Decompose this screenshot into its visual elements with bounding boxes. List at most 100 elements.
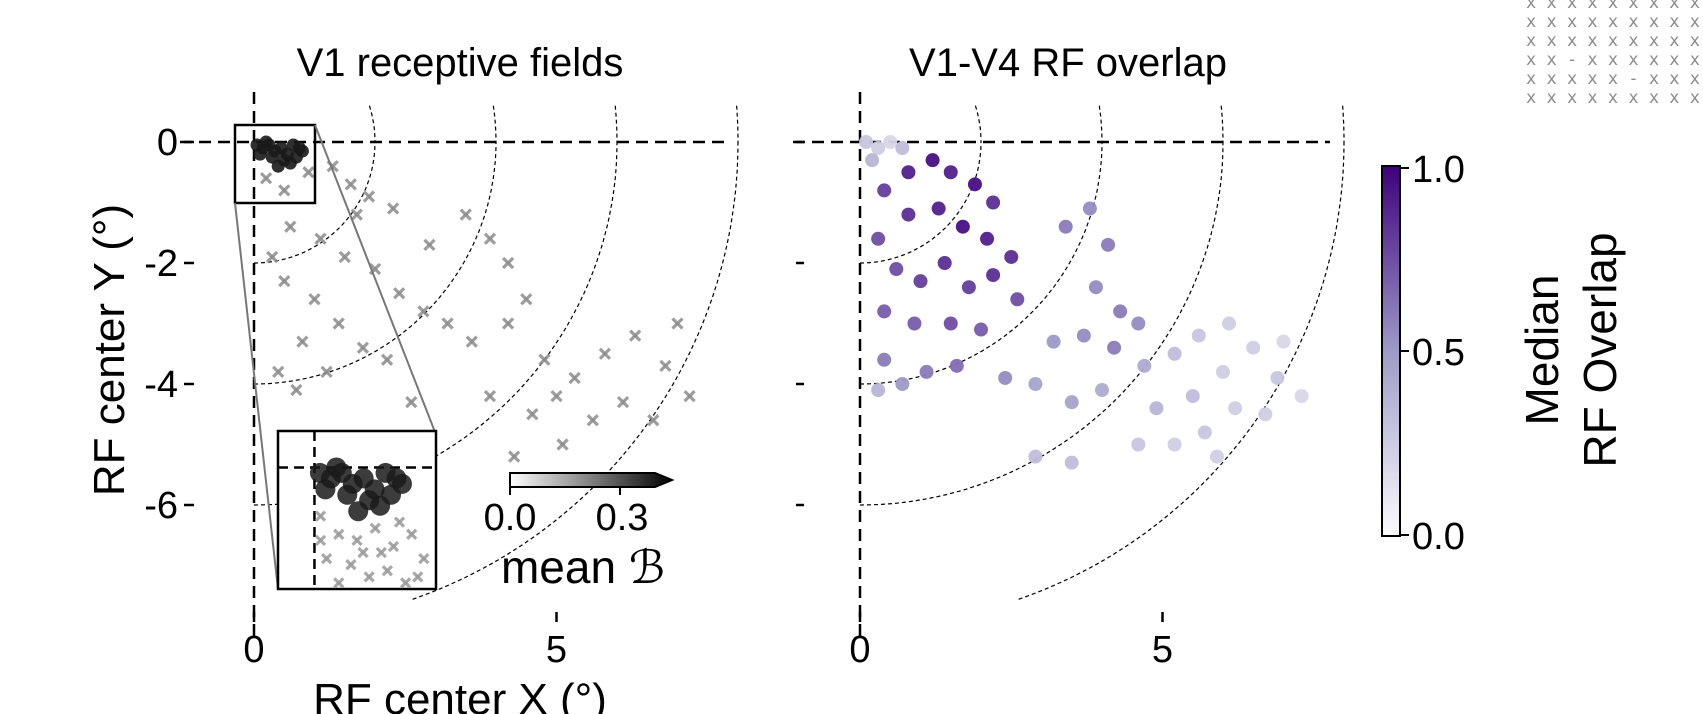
eccentricity-ring (1018, 141, 1345, 600)
dark-marker (253, 147, 267, 161)
cross-marker (671, 317, 684, 330)
mean-b-colorbar: 0.0 0.3 mean ℬ (484, 472, 675, 593)
overlap-marker (1046, 334, 1061, 349)
overlap-marker (877, 304, 892, 319)
overlap-marker (1076, 328, 1091, 343)
dashed-axes-right (793, 92, 1330, 640)
x-axis-label: RF center X (°) (313, 675, 607, 714)
eccentricity-ring (412, 141, 739, 600)
cross-marker (356, 341, 370, 354)
overlap-marker (1095, 383, 1109, 398)
cross-marker (465, 335, 478, 348)
overlap-marker (1276, 334, 1291, 349)
overlap-marker (1131, 316, 1146, 331)
mean-b-tick-0: 0.0 (484, 497, 537, 539)
overlap-marker (949, 358, 964, 373)
panel-right-title: V1-V4 RF overlap (909, 41, 1227, 85)
eccentricity-ring (860, 142, 982, 264)
rf-overlap-label-line1: Median (1516, 275, 1568, 426)
rf-overlap-tick-mid: 0.5 (1412, 332, 1465, 374)
overlap-marker (955, 219, 970, 234)
overlap-marker (998, 370, 1013, 385)
overlap-marker (980, 231, 995, 246)
inset-cross-marker (399, 577, 412, 589)
cross-marker (550, 389, 563, 403)
eccentricity-ring-top (1342, 105, 1345, 142)
eccentricity-ring-top (736, 105, 739, 142)
overlap-marker (901, 207, 916, 222)
y-tick-label: -4 (144, 364, 178, 406)
mean-b-colorbar-bar (509, 472, 675, 488)
cross-marker (278, 275, 291, 288)
overlap-marker (871, 383, 886, 398)
eccentricity-ring-top (974, 105, 982, 142)
inset-cross-marker (381, 565, 394, 577)
mean-b-tick-1: 0.3 (596, 497, 649, 539)
cross-marker (344, 178, 357, 191)
overlap-marker (1137, 358, 1152, 373)
cross-marker (405, 396, 418, 409)
cross-marker (586, 414, 599, 427)
inset-cross-marker (357, 546, 369, 559)
overlap-marker (1270, 370, 1285, 385)
overlap-marker (1028, 449, 1043, 464)
zoom-region-box (233, 123, 317, 205)
cross-marker (259, 172, 273, 185)
cross-marker (284, 220, 297, 233)
overlap-marker (1209, 449, 1224, 464)
eccentricity-ring-top (1098, 105, 1103, 142)
cross-marker (556, 438, 569, 451)
cross-marker (616, 396, 630, 409)
overlap-marker (931, 201, 946, 216)
corner-pattern-row: x x x x x x x x x x x (1526, 12, 1703, 32)
zoom-inset (276, 429, 438, 591)
panel-left-title: V1 receptive fields (297, 41, 624, 85)
overlap-marker (986, 195, 1001, 210)
rf-overlap-colorbar-bar (1381, 165, 1401, 537)
rf-overlap-tick-high: 1.0 (1412, 149, 1465, 191)
zoom-connector-right (314, 124, 436, 433)
cross-marker (459, 208, 472, 221)
inset-cross-marker (375, 546, 387, 559)
y-tick-label: -2 (144, 243, 178, 285)
inset-markers (278, 431, 436, 589)
overlap-marker (889, 262, 904, 277)
overlap-marker (1010, 292, 1025, 307)
inset-cross-marker (418, 552, 430, 565)
rf-overlap-colorbar: 1.0 0.5 0.0 Median RF Overlap (1381, 149, 1626, 558)
overlap-marker (961, 280, 976, 295)
eccentricity-rings-right (859, 105, 1345, 600)
dark-marker (271, 159, 285, 173)
overlap-marker (1167, 437, 1182, 452)
overlap-marker (1216, 364, 1230, 379)
overlap-marker (895, 141, 910, 156)
inset-cross-marker (314, 534, 327, 547)
dark-marker (259, 135, 273, 149)
eccentricity-ring-top (492, 105, 497, 142)
cross-marker (501, 317, 515, 330)
overlap-marker (1113, 304, 1128, 319)
overlap-marker (871, 231, 886, 246)
overlap-marker (937, 256, 952, 270)
rf-overlap-label-line2: RF Overlap (1574, 232, 1626, 467)
eccentricity-ring-top (1220, 105, 1224, 142)
cross-marker (308, 293, 321, 306)
overlap-marker (895, 377, 910, 391)
overlap-marker (1004, 249, 1019, 264)
overlap-marker (1258, 407, 1273, 422)
overlap-marker (1064, 455, 1079, 470)
overlap-marker (1167, 346, 1182, 361)
overlap-marker (871, 141, 886, 156)
x-tick-label-right: 5 (1152, 629, 1173, 671)
inset-dark-marker (348, 501, 369, 522)
dark-marker (295, 144, 309, 158)
cross-marker (266, 250, 279, 264)
dark-circle-markers (250, 135, 309, 173)
overlap-marker (1088, 280, 1103, 295)
panel-v1-receptive-fields: V1 receptive fields 0 -2 -4 -6 0 5 (85, 41, 739, 714)
corner-pattern-row: x x x x x x x x x x x (1526, 31, 1703, 51)
